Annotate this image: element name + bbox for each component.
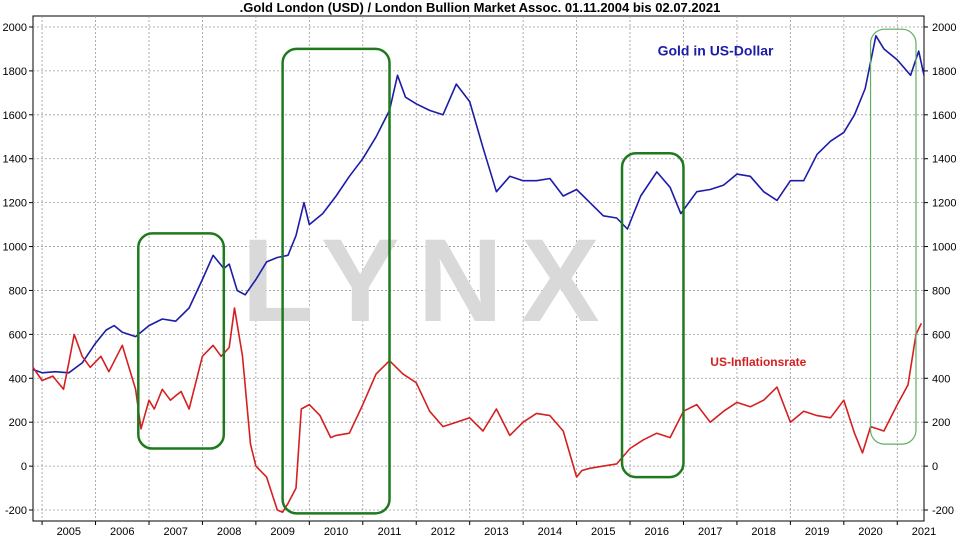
x-tick-label: 2013 (484, 526, 508, 538)
y-tick-label-left: 2000 (3, 22, 27, 34)
y-tick-label-right: 200 (932, 417, 950, 429)
y-tick-label-left: 200 (9, 417, 27, 429)
y-tick-label-left: 800 (9, 285, 27, 297)
y-tick-label-right: 600 (932, 329, 950, 341)
y-tick-label-right: 1600 (932, 110, 956, 122)
inflation-series-line (32, 307, 923, 514)
x-tick-label: 2011 (378, 526, 402, 538)
x-tick-label: 2009 (270, 526, 294, 538)
y-tick-label-left: 1200 (3, 198, 27, 210)
x-tick-label: 2005 (57, 526, 81, 538)
y-tick-label-left: 1400 (3, 154, 27, 166)
y-tick-label-right: 1200 (932, 198, 956, 210)
y-tick-label-right: -200 (932, 505, 954, 517)
y-tick-label-left: 1000 (3, 242, 27, 254)
x-tick-label: 2020 (858, 526, 882, 538)
y-tick-label-left: 0 (21, 461, 27, 473)
y-tick-label-right: 2000 (932, 22, 956, 34)
highlight-box (620, 151, 685, 479)
x-tick-label: 2014 (538, 526, 562, 538)
highlight-box (137, 232, 226, 450)
y-tick-label-left: 400 (9, 373, 27, 385)
y-tick-label-right: 1400 (932, 154, 956, 166)
gold-series-label: Gold in US-Dollar (658, 43, 774, 59)
x-tick-label: 2007 (163, 526, 187, 538)
watermark: LYNX (242, 215, 618, 347)
x-tick-label: 2021 (912, 526, 936, 538)
y-tick-label-left: 1800 (3, 66, 27, 78)
y-tick-label-right: 1800 (932, 66, 956, 78)
x-tick-label: 2018 (751, 526, 775, 538)
highlight-box (281, 47, 391, 515)
x-tick-label: 2010 (324, 526, 348, 538)
x-tick-label: 2017 (698, 526, 722, 538)
x-tick-label: 2006 (110, 526, 134, 538)
chart-title: .Gold London (USD) / London Bullion Mark… (239, 0, 721, 15)
x-tick-label: 2019 (805, 526, 829, 538)
x-tick-label: 2012 (431, 526, 455, 538)
y-tick-label-left: 600 (9, 329, 27, 341)
y-tick-label-left: 1600 (3, 110, 27, 122)
highlight-box (869, 28, 917, 445)
plot-area (32, 15, 925, 522)
y-tick-label-right: 0 (932, 461, 938, 473)
inflation-series-label: US-Inflationsrate (710, 355, 806, 369)
gold-series-line (32, 34, 925, 374)
x-tick-label: 2008 (217, 526, 241, 538)
y-tick-label-left: -200 (5, 505, 27, 517)
x-tick-label: 2016 (645, 526, 669, 538)
y-tick-label-right: 800 (932, 285, 950, 297)
x-tick-label: 2015 (591, 526, 615, 538)
y-tick-label-right: 400 (932, 373, 950, 385)
y-tick-label-right: 1000 (932, 242, 956, 254)
